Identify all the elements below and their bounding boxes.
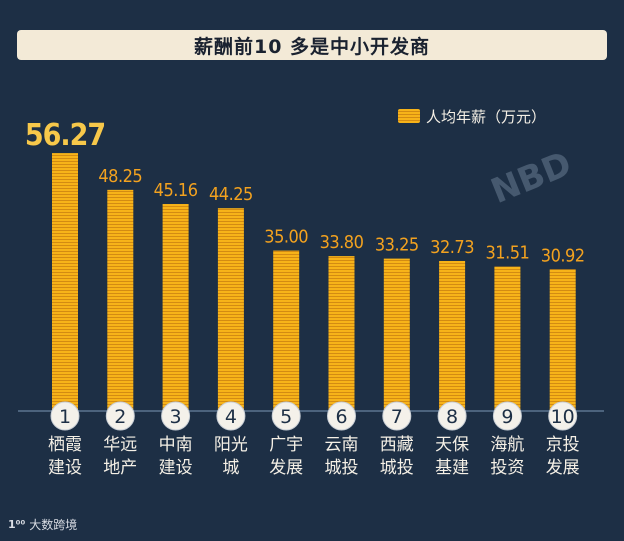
value-label-7: 33.25: [375, 235, 419, 256]
category-label-2-line-2: 地产: [103, 458, 137, 478]
rank-circle-10: [548, 401, 578, 431]
rank-number-3: 3: [170, 406, 182, 428]
bar-1: [52, 153, 78, 412]
rank-circle-4: [216, 401, 246, 431]
category-label-10-line-1: 京投: [546, 435, 580, 455]
category-label-3-line-1: 中南: [159, 435, 193, 455]
bar-6: [328, 256, 355, 411]
category-label-1-line-1: 栖霞: [48, 435, 82, 455]
bar-7: [383, 258, 410, 411]
footer-logo-text: 大数跨境: [29, 518, 78, 532]
rank-number-8: 8: [446, 406, 458, 428]
bar-3: [162, 204, 189, 411]
value-label-2: 48.25: [98, 166, 142, 187]
value-label-9: 31.51: [485, 243, 529, 264]
value-label-4: 44.25: [209, 184, 253, 205]
rank-number-6: 6: [335, 406, 347, 428]
rank-circle-3: [161, 401, 191, 431]
category-label-5-line-1: 广宇: [269, 435, 303, 455]
bar-4: [217, 208, 244, 411]
rank-number-9: 9: [501, 406, 513, 428]
rank-circle-8: [437, 401, 467, 431]
category-label-7-line-2: 城投: [380, 458, 414, 478]
category-label-2-line-1: 华远: [103, 435, 137, 455]
rank-number-4: 4: [225, 406, 237, 428]
category-label-7-line-1: 西藏: [380, 435, 414, 455]
bar-5: [273, 250, 300, 411]
rank-number-5: 5: [280, 406, 292, 428]
category-label-9-line-2: 投资: [490, 458, 524, 478]
value-label-3: 45.16: [154, 180, 198, 201]
legend-swatch: [398, 109, 420, 123]
legend: 人均年薪（万元）: [398, 104, 546, 128]
category-label-10-line-2: 发展: [546, 458, 580, 478]
bar-9: [494, 266, 521, 411]
bar-10: [549, 269, 576, 411]
category-label-3-line-2: 建设: [159, 458, 193, 478]
rank-circle-6: [327, 401, 356, 431]
category-label-5-line-2: 发展: [269, 458, 303, 478]
bar-8: [439, 260, 466, 411]
bar-2: [107, 189, 134, 411]
footer-logo-icon: 1⁰⁰: [8, 518, 26, 531]
chart-title: 薪酬前10 多是中小开发商: [17, 30, 607, 60]
rank-number-7: 7: [391, 406, 403, 428]
category-label-8-line-1: 天保: [435, 435, 469, 455]
rank-circle-1: [50, 401, 80, 431]
rank-number-1: 1: [59, 406, 71, 428]
category-label-6-line-1: 云南: [325, 435, 359, 455]
category-label-4-line-2: 城: [222, 458, 239, 478]
rank-circle-7: [382, 401, 412, 431]
rank-circle-9: [492, 401, 522, 431]
legend-label: 人均年薪（万元）: [426, 107, 547, 126]
value-label-8: 32.73: [430, 237, 474, 258]
value-label-10: 30.92: [541, 245, 585, 266]
rank-circle-5: [271, 401, 301, 431]
chart-title-text: 薪酬前10 多是中小开发商: [193, 35, 431, 58]
value-label-1: 56.27: [25, 118, 105, 153]
rank-circle-2: [105, 401, 135, 431]
category-label-6-line-2: 城投: [325, 458, 359, 478]
rank-number-2: 2: [114, 406, 126, 428]
rank-number-10: 10: [551, 406, 575, 428]
category-label-4-line-1: 阳光: [214, 435, 248, 455]
value-label-5: 35.00: [264, 227, 308, 248]
value-label-6: 33.80: [320, 232, 364, 253]
category-label-8-line-2: 基建: [435, 458, 469, 478]
footer-logo: 1⁰⁰ 大数跨境: [8, 516, 77, 533]
category-label-1-line-2: 建设: [48, 458, 82, 478]
category-label-9-line-1: 海航: [490, 435, 524, 455]
